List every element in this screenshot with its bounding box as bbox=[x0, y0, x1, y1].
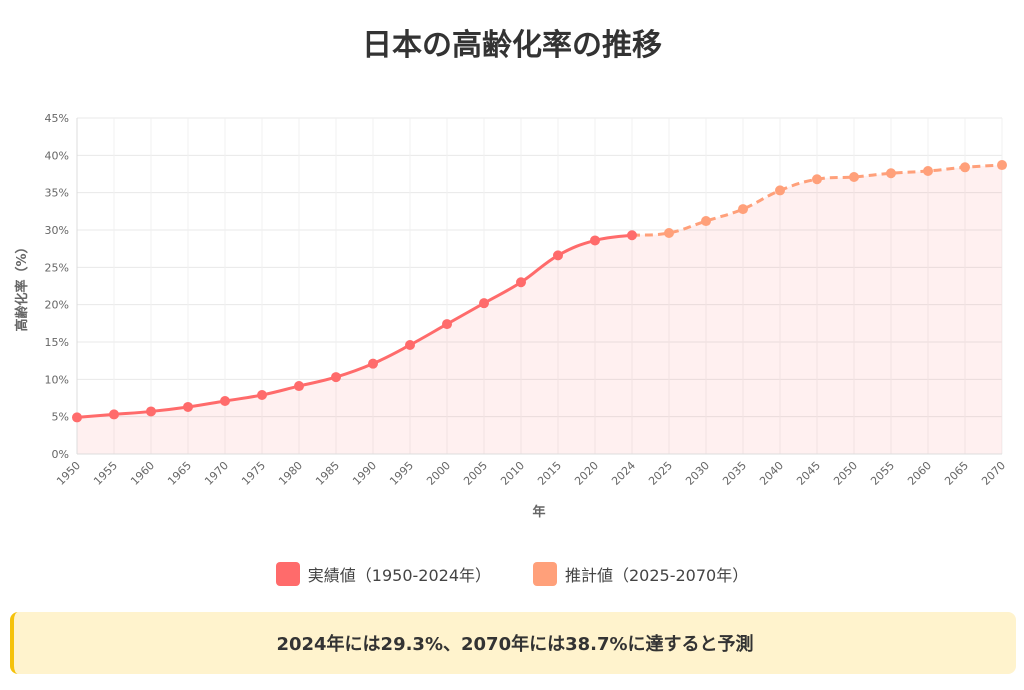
data-point bbox=[886, 168, 896, 179]
x-tick-label: 2035 bbox=[720, 459, 749, 488]
data-point bbox=[590, 235, 600, 246]
y-tick-label: 30% bbox=[45, 224, 69, 237]
x-tick-label: 1975 bbox=[239, 459, 268, 488]
y-tick-label: 35% bbox=[45, 187, 69, 200]
y-tick-label: 5% bbox=[52, 411, 69, 424]
x-axis-title: 年 bbox=[532, 504, 545, 520]
series-line-actual bbox=[76, 233, 633, 419]
x-tick-label: 1955 bbox=[91, 459, 120, 488]
data-point bbox=[997, 160, 1007, 171]
data-point bbox=[220, 395, 230, 406]
data-point bbox=[812, 174, 822, 185]
data-point bbox=[405, 339, 415, 350]
x-tick-label: 2020 bbox=[572, 459, 601, 488]
data-point bbox=[146, 406, 156, 417]
data-point bbox=[923, 166, 933, 177]
x-tick-label: 2010 bbox=[498, 459, 527, 488]
legend-swatch-actual bbox=[275, 562, 300, 586]
y-axis-title: 高齢化率（%） bbox=[14, 240, 30, 331]
data-point bbox=[701, 216, 711, 227]
chart-title: 日本の高齢化率の推移 bbox=[362, 28, 662, 63]
data-point bbox=[442, 319, 452, 330]
data-point bbox=[331, 372, 341, 383]
data-point bbox=[516, 277, 526, 288]
x-tick-label: 1980 bbox=[276, 459, 305, 488]
area-fill bbox=[77, 165, 1002, 455]
x-tick-label: 2055 bbox=[868, 459, 897, 488]
data-point bbox=[664, 227, 674, 238]
x-tick-label: 2005 bbox=[461, 459, 490, 488]
x-tick-label: 1990 bbox=[350, 459, 379, 488]
x-tick-label: 2000 bbox=[424, 459, 453, 488]
x-tick-label: 1985 bbox=[313, 459, 342, 488]
line-chart: 0% 5% 10% 15% 20% 25% 30% 35% 40% 45% 1950 1955 1960… bbox=[14, 112, 1008, 520]
summary-note: 2024年には29.3%、2070年には38.7%に達すると予測 bbox=[10, 612, 1016, 674]
data-point bbox=[257, 390, 267, 401]
legend-item-actual[interactable]: 実績値（1950-2024年） bbox=[275, 562, 491, 586]
x-tick-label: 2024 bbox=[609, 459, 638, 488]
y-tick-label: 20% bbox=[45, 299, 69, 312]
x-tick-label: 2030 bbox=[683, 459, 712, 488]
y-tick-label: 40% bbox=[45, 149, 69, 162]
x-tick-label: 2015 bbox=[535, 459, 564, 488]
legend-item-forecast[interactable]: 推計値（2025-2070年） bbox=[533, 562, 748, 586]
y-tick-label: 10% bbox=[45, 373, 69, 386]
y-tick-label: 15% bbox=[45, 336, 69, 349]
data-point bbox=[960, 162, 970, 173]
x-tick-label: 2050 bbox=[831, 459, 860, 488]
data-point bbox=[368, 358, 378, 369]
legend: 実績値（1950-2024年） 推計値（2025-2070年） bbox=[0, 562, 1024, 586]
x-tick-label: 1995 bbox=[387, 459, 416, 488]
data-point bbox=[627, 230, 637, 241]
x-tick-label: 2070 bbox=[979, 459, 1008, 488]
y-tick-label: 25% bbox=[45, 261, 69, 274]
x-tick-label: 1965 bbox=[165, 459, 194, 488]
data-point bbox=[294, 381, 304, 392]
data-point bbox=[738, 204, 748, 215]
y-tick-label: 45% bbox=[45, 112, 69, 125]
x-tick-label: 1950 bbox=[54, 459, 83, 488]
data-point bbox=[183, 401, 193, 412]
x-tick-label: 2060 bbox=[905, 459, 934, 488]
data-point bbox=[479, 298, 489, 309]
data-point bbox=[775, 185, 785, 196]
x-tick-label: 2040 bbox=[757, 459, 786, 488]
x-tick-label: 2065 bbox=[942, 459, 971, 488]
data-point bbox=[553, 250, 563, 261]
legend-label-forecast: 推計値（2025-2070年） bbox=[565, 566, 749, 585]
x-tick-label: 1970 bbox=[202, 459, 231, 488]
data-point bbox=[72, 412, 82, 423]
x-tick-label: 2045 bbox=[794, 459, 823, 488]
x-tick-label: 2025 bbox=[646, 459, 675, 488]
data-point bbox=[109, 409, 119, 420]
legend-label-actual: 実績値（1950-2024年） bbox=[307, 566, 491, 585]
y-tick-label: 0% bbox=[52, 448, 69, 461]
legend-swatch-forecast bbox=[533, 562, 557, 586]
x-tick-label: 1960 bbox=[128, 459, 157, 488]
data-point bbox=[849, 171, 859, 182]
